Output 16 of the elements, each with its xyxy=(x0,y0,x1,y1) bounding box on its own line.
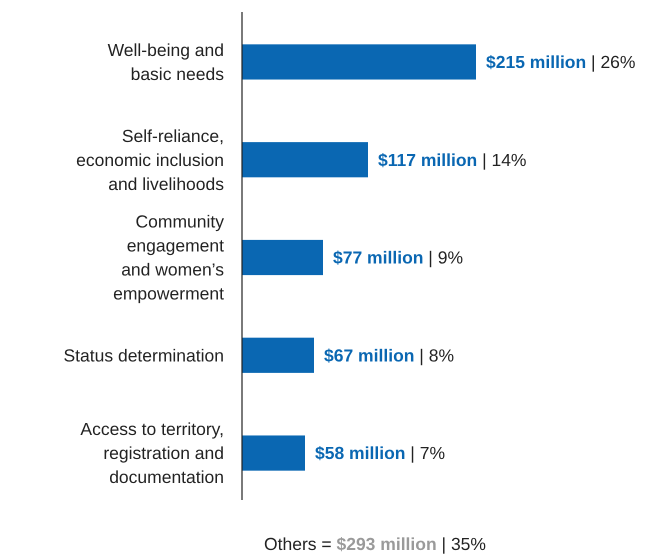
text: Others = $293 million | 35% xyxy=(264,534,486,554)
bar xyxy=(242,240,323,276)
bar xyxy=(242,338,314,373)
data-label: $77 million | 9% xyxy=(333,248,464,268)
data-label: $117 million | 14% xyxy=(378,150,527,170)
data-label: $215 million | 26% xyxy=(486,52,636,72)
y-tick-label: Access to territory, registration and documentation xyxy=(80,419,224,488)
y-tick-label: Well-being and basic needs xyxy=(108,40,224,84)
y-tick-label: Self-reliance, economic inclusion and livelihoods xyxy=(76,126,224,194)
data-label: $67 million | 8% xyxy=(324,345,454,366)
data-label: $58 million | 7% xyxy=(315,443,446,464)
bar xyxy=(242,435,305,471)
bar xyxy=(242,142,368,178)
bar xyxy=(242,44,476,80)
y-tick-label: Status determination xyxy=(63,345,224,366)
y-tick-label: Community engagement and women’s empowerment xyxy=(113,212,224,304)
